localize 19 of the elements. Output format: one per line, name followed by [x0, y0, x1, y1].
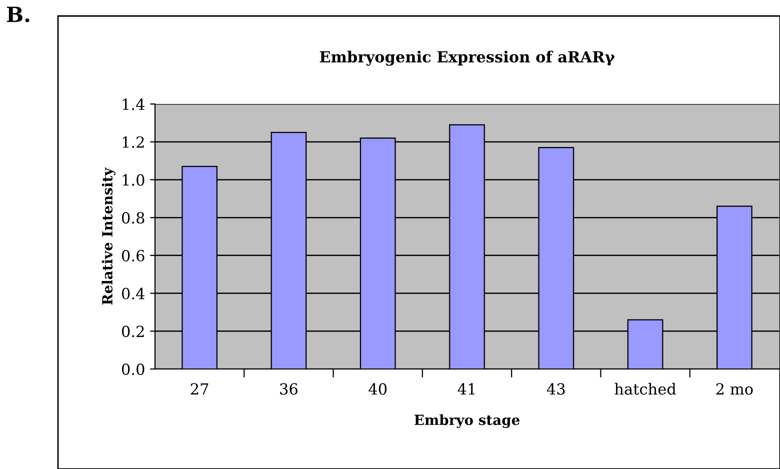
x-tick-label: 43	[546, 383, 565, 395]
text: B.	[6, 6, 30, 22]
x-tick-label: 40	[368, 383, 387, 395]
y-tick-label: 0.8	[122, 212, 144, 224]
y-tick-label: 1.2	[122, 136, 144, 148]
y-tick-label: 0.2	[122, 326, 144, 338]
x-tick-label: 36	[280, 383, 298, 395]
y-tick-label: 0.0	[122, 363, 144, 376]
x-tick-label: hatched	[614, 382, 676, 395]
y-tick-label: 1.0	[122, 174, 144, 186]
x-axis-title: Embryo stage	[414, 414, 520, 428]
y-tick-label: 0.6	[122, 250, 144, 262]
y-axis-title: Relative Intensity	[102, 167, 116, 305]
x-tick-label: 27	[190, 383, 208, 394]
chart-title: Embryogenic Expression of aRARγ	[320, 50, 614, 66]
x-tick-label: 41	[458, 383, 475, 394]
y-tick-label: 1.4	[122, 98, 145, 110]
x-tick-label: 2 mo	[716, 383, 753, 395]
y-tick-label: 0.4	[122, 288, 145, 300]
